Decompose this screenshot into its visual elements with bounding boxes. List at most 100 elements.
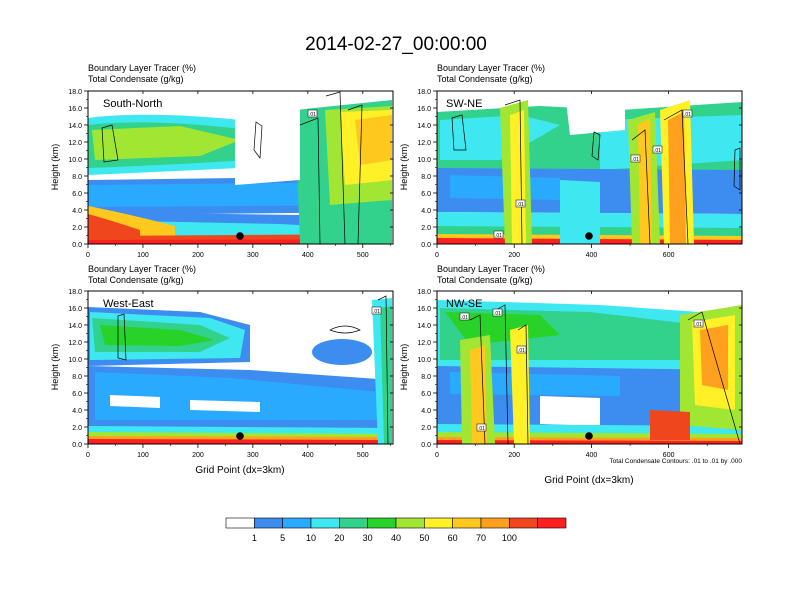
y-tick-label: 12.0 bbox=[417, 340, 431, 347]
colorbar-swatch bbox=[395, 517, 425, 529]
x-tick-label: 500 bbox=[357, 452, 369, 459]
x-tick-label: 400 bbox=[302, 252, 314, 259]
y-tick-label: 2.0 bbox=[72, 425, 82, 432]
y-tick-label: 14.0 bbox=[417, 123, 431, 130]
y-tick-label: 14.0 bbox=[417, 323, 431, 330]
panel-3-xlabel: Grid Point (dx=3km) bbox=[195, 465, 284, 476]
panel-2-axes: 0.0 2.0 4.0 6.0 8.0 10.0 12.0 14.0 16.0 18.0 0 200 4… bbox=[417, 89, 743, 259]
figure-title: 2014-02-27_00:00:00 bbox=[305, 34, 487, 55]
contour-label: .01 bbox=[309, 112, 316, 118]
colorbar-swatch bbox=[282, 517, 312, 529]
x-tick-label: 200 bbox=[192, 452, 204, 459]
panel-4-xlabel: Grid Point (dx=3km) bbox=[544, 475, 633, 486]
colorbar-label: 30 bbox=[363, 533, 373, 543]
y-tick-label: 0.0 bbox=[72, 242, 82, 249]
contour-label: .01 bbox=[495, 233, 502, 239]
panel-4-field: .01 .01 .01 .01 .01 bbox=[437, 291, 742, 444]
panel-2-ylabel: Height (km) bbox=[399, 144, 409, 191]
colorbar-label: 10 bbox=[306, 533, 316, 543]
y-tick-label: 16.0 bbox=[417, 106, 431, 113]
y-tick-label: 8.0 bbox=[72, 174, 82, 181]
colorbar-label: 60 bbox=[448, 533, 458, 543]
colorbar-swatch bbox=[480, 517, 510, 529]
y-tick-label: 16.0 bbox=[68, 106, 82, 113]
colorbar-label: 70 bbox=[476, 533, 486, 543]
panel-1-axes: 0.0 2.0 4.0 6.0 8.0 10.0 12.0 14.0 16.0 18.0 0 100 2… bbox=[68, 89, 394, 259]
y-tick-label: 4.0 bbox=[421, 208, 431, 215]
panel-4-ylabel: Height (km) bbox=[399, 344, 409, 391]
y-tick-label: 10.0 bbox=[68, 157, 82, 164]
x-tick-label: 500 bbox=[357, 252, 369, 259]
colorbar-swatch bbox=[452, 517, 482, 529]
x-tick-label: 600 bbox=[663, 252, 675, 259]
y-tick-label: 8.0 bbox=[72, 374, 82, 381]
x-tick-label: 300 bbox=[247, 452, 259, 459]
x-tick-label: 100 bbox=[137, 452, 149, 459]
y-tick-label: 12.0 bbox=[417, 140, 431, 147]
x-tick-label: 0 bbox=[435, 452, 439, 459]
y-tick-label: 6.0 bbox=[72, 191, 82, 198]
panel-3-axes: 0.0 2.0 4.0 6.0 8.0 10.0 12.0 14.0 16.0 18.0 0 100 2… bbox=[68, 289, 394, 459]
y-tick-label: 2.0 bbox=[421, 425, 431, 432]
y-tick-label: 0.0 bbox=[421, 442, 431, 449]
panel-3-location-marker bbox=[236, 432, 244, 440]
x-tick-label: 200 bbox=[192, 252, 204, 259]
panel-1-name: South-North bbox=[103, 98, 162, 110]
y-tick-label: 10.0 bbox=[68, 357, 82, 364]
contour-label: .01 bbox=[373, 309, 380, 315]
panel-1-ylabel: Height (km) bbox=[50, 144, 60, 191]
y-tick-label: 6.0 bbox=[421, 391, 431, 398]
panel-1-condensate-label: Total Condensate (g/kg) bbox=[88, 74, 184, 84]
y-tick-label: 10.0 bbox=[417, 157, 431, 164]
panel-4-location-marker bbox=[585, 432, 593, 440]
y-tick-label: 18.0 bbox=[417, 289, 431, 296]
panel-2-field: .01 .01 .01 .01 .01 bbox=[437, 91, 742, 244]
y-tick-label: 6.0 bbox=[72, 391, 82, 398]
colorbar-swatch bbox=[310, 517, 340, 529]
x-tick-label: 200 bbox=[508, 452, 520, 459]
x-tick-label: 0 bbox=[86, 452, 90, 459]
y-tick-label: 2.0 bbox=[72, 225, 82, 232]
colorbar-label: 40 bbox=[391, 533, 401, 543]
panel-1-field: .01 bbox=[88, 91, 393, 244]
contour-label: .01 bbox=[478, 426, 485, 432]
y-tick-label: 16.0 bbox=[68, 306, 82, 313]
y-tick-label: 14.0 bbox=[68, 323, 82, 330]
colorbar-swatch bbox=[424, 517, 453, 529]
y-tick-label: 4.0 bbox=[72, 208, 82, 215]
colorbar-swatch bbox=[367, 517, 397, 529]
y-tick-label: 18.0 bbox=[68, 289, 82, 296]
contour-label: .01 bbox=[517, 202, 524, 208]
x-tick-label: 100 bbox=[137, 252, 149, 259]
y-tick-label: 14.0 bbox=[68, 123, 82, 130]
y-tick-label: 16.0 bbox=[417, 306, 431, 313]
panel-3-tracer-label: Boundary Layer Tracer (%) bbox=[88, 264, 196, 274]
contour-label: .01 bbox=[695, 322, 702, 328]
y-tick-label: 18.0 bbox=[68, 89, 82, 96]
colorbar-label: 5 bbox=[280, 533, 285, 543]
x-tick-label: 300 bbox=[247, 252, 259, 259]
panel-4-axes: 0.0 2.0 4.0 6.0 8.0 10.0 12.0 14.0 16.0 18.0 0 200 4… bbox=[417, 289, 743, 459]
x-tick-label: 200 bbox=[508, 252, 520, 259]
panel-1-tracer-label: Boundary Layer Tracer (%) bbox=[88, 63, 196, 73]
panel-2-location-marker bbox=[585, 232, 593, 240]
contour-label: .01 bbox=[684, 112, 691, 118]
colorbar-swatch bbox=[339, 517, 368, 529]
y-tick-label: 8.0 bbox=[421, 174, 431, 181]
y-tick-label: 10.0 bbox=[417, 357, 431, 364]
x-tick-label: 400 bbox=[302, 452, 314, 459]
contour-label: .01 bbox=[494, 311, 501, 317]
panel-3-field: .01 bbox=[88, 291, 393, 444]
contour-label: .01 bbox=[461, 315, 468, 321]
panel-2-name: SW-NE bbox=[446, 98, 482, 110]
contour-label: .01 bbox=[654, 148, 661, 154]
y-tick-label: 8.0 bbox=[421, 374, 431, 381]
contour-label: .01 bbox=[632, 157, 639, 163]
colorbar-label: 20 bbox=[334, 533, 344, 543]
y-tick-label: 0.0 bbox=[72, 442, 82, 449]
panel-2-condensate-label: Total Condensate (g/kg) bbox=[437, 74, 533, 84]
panel-2-tracer-label: Boundary Layer Tracer (%) bbox=[437, 63, 545, 73]
colorbar-swatch bbox=[225, 517, 255, 529]
y-tick-label: 12.0 bbox=[68, 140, 82, 147]
